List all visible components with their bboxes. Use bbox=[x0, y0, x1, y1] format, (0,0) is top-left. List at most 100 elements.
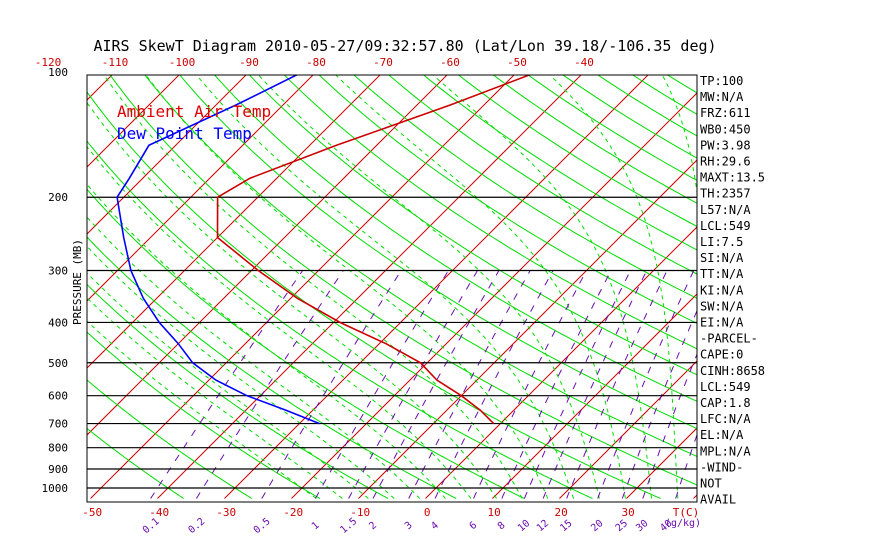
dry-adiabat-line bbox=[248, 75, 697, 376]
isotherm-line bbox=[224, 75, 649, 499]
top-temperature-tick-label: -80 bbox=[306, 56, 326, 69]
dry-adiabat-line bbox=[144, 75, 697, 457]
dry-adiabat-line bbox=[213, 75, 697, 402]
moist-adiabat-line bbox=[87, 101, 497, 499]
mixing-ratio-line bbox=[523, 270, 631, 499]
isotherm-line bbox=[87, 75, 314, 302]
top-temperature-tick-label: -40 bbox=[574, 56, 594, 69]
mixing-ratio-line bbox=[261, 270, 402, 499]
stability-index-label: TT:N/A bbox=[700, 267, 744, 281]
stability-index-label: KI:N/A bbox=[700, 283, 744, 297]
isotherm-line bbox=[358, 159, 697, 499]
dry-adiabat-line bbox=[785, 63, 870, 499]
y-axis-label: PRESSURE (MB) bbox=[71, 239, 84, 325]
moist-adiabat-line bbox=[549, 75, 679, 499]
dry-adiabat-line bbox=[819, 63, 870, 499]
isotherm-line bbox=[90, 75, 515, 499]
mixing-ratio-line bbox=[348, 270, 478, 499]
stability-index-label: MPL:N/A bbox=[700, 444, 751, 458]
pressure-tick-label: 200 bbox=[48, 191, 68, 204]
pressure-tick-label: 1000 bbox=[42, 482, 69, 495]
bottom-temperature-tick-label: -30 bbox=[216, 506, 236, 519]
pressure-tick-label: 700 bbox=[48, 418, 68, 431]
stability-index-label: -PARCEL- bbox=[700, 332, 758, 346]
bottom-temperature-tick-label: 10 bbox=[488, 506, 501, 519]
pressure-tick-label: 900 bbox=[48, 463, 68, 476]
isotherm-line bbox=[492, 293, 697, 499]
top-temperature-tick-label: -60 bbox=[440, 56, 460, 69]
stability-index-label: EI:N/A bbox=[700, 316, 744, 330]
stability-index-label: FRZ:611 bbox=[700, 106, 751, 120]
pressure-tick-label: 400 bbox=[48, 316, 68, 329]
moist-adiabat-line bbox=[335, 75, 626, 499]
mixing-ratio-label: 20 bbox=[589, 518, 605, 534]
stability-index-label: AVAIL bbox=[700, 493, 736, 507]
top-temperature-tick-label: -100 bbox=[169, 56, 196, 69]
stability-index-label: WB0:450 bbox=[700, 122, 751, 136]
stability-index-label: MAXT:13.5 bbox=[700, 171, 765, 185]
dry-adiabat-line bbox=[353, 75, 697, 299]
moist-adiabat-line bbox=[87, 146, 472, 499]
isotherm-line bbox=[87, 75, 247, 235]
temperature-profile-line bbox=[216, 75, 532, 425]
stability-index-label: EL:N/A bbox=[700, 428, 744, 442]
stability-index-label: PW:3.98 bbox=[700, 138, 751, 152]
bottom-temperature-tick-label: -10 bbox=[350, 506, 370, 519]
top-temperature-tick-label: -70 bbox=[373, 56, 393, 69]
bottom-temperature-tick-label: 0 bbox=[424, 506, 431, 519]
pressure-tick-label: 500 bbox=[48, 357, 68, 370]
pressure-tick-label: 100 bbox=[48, 66, 68, 79]
stability-index-label: LCL:549 bbox=[700, 219, 751, 233]
top-temperature-tick-label: -110 bbox=[102, 56, 129, 69]
isotherm-line bbox=[0, 63, 57, 499]
stability-index-label: -WIND- bbox=[700, 460, 743, 474]
isotherm-line bbox=[87, 75, 381, 369]
legend-ambient-air-temp: Ambient Air Temp bbox=[117, 102, 271, 121]
pressure-tick-label: 800 bbox=[48, 442, 68, 455]
moist-adiabat-line bbox=[87, 245, 395, 499]
mixing-ratio-label: 6 bbox=[468, 520, 480, 532]
dry-adiabat-line bbox=[666, 75, 697, 94]
isotherm-line bbox=[425, 226, 697, 499]
mixing-ratio-label: 4 bbox=[429, 520, 441, 532]
mixing-ratio-label: 0.2 bbox=[186, 516, 207, 536]
pressure-tick-label: 300 bbox=[48, 264, 68, 277]
mixing-ratio-label: 1.5 bbox=[338, 516, 359, 536]
isotherm-line bbox=[87, 75, 448, 436]
dry-adiabat-line bbox=[457, 75, 697, 228]
bottom-temperature-tick-label: -50 bbox=[82, 506, 102, 519]
mixing-ratio-label: 0.5 bbox=[252, 516, 273, 536]
mixing-ratio-line bbox=[195, 270, 344, 499]
isotherm-line bbox=[87, 75, 113, 101]
stability-index-label: TP:100 bbox=[700, 74, 743, 88]
stability-index-label: LFC:N/A bbox=[700, 412, 751, 426]
dry-adiabat-line bbox=[283, 75, 697, 350]
dry-adiabat-line bbox=[492, 75, 697, 204]
isotherm-line bbox=[87, 75, 180, 168]
top-temperature-tick-label: -120 bbox=[35, 56, 62, 69]
mixing-ratio-line bbox=[566, 270, 668, 499]
stability-index-label: MW:N/A bbox=[700, 90, 744, 104]
mixing-ratio-label: 2 bbox=[367, 520, 379, 532]
stability-index-label: LI:7.5 bbox=[700, 235, 743, 249]
plot-area bbox=[0, 63, 870, 499]
mixing-ratio-label: 1 bbox=[310, 520, 322, 532]
mixing-ratio-label: 10 bbox=[516, 518, 532, 534]
dewpoint-profile-line bbox=[116, 75, 320, 425]
index-panel: TP:100 MW:N/A FRZ:611 WB0:450 PW:3.98 RH:29.6… bbox=[700, 74, 765, 507]
mixing-ratio-label: 15 bbox=[558, 518, 574, 534]
moist-adiabat-line bbox=[432, 75, 653, 499]
mixing-ratio-line bbox=[434, 270, 554, 499]
chart-title: AIRS SkewT Diagram 2010-05-27/09:32:57.8… bbox=[93, 37, 716, 55]
moist-adiabat-line bbox=[257, 75, 600, 499]
mixing-ratio-line bbox=[314, 270, 449, 499]
stability-index-label: TH:2357 bbox=[700, 187, 751, 201]
mixing-ratio-label: 30 bbox=[634, 518, 650, 534]
stability-index-label: RH:29.6 bbox=[700, 155, 751, 169]
mixing-ratio-line bbox=[473, 270, 587, 499]
dry-adiabat-line bbox=[318, 75, 697, 324]
mixing-ratio-line bbox=[408, 270, 531, 499]
bottom-temperature-tick-label: -20 bbox=[283, 506, 303, 519]
